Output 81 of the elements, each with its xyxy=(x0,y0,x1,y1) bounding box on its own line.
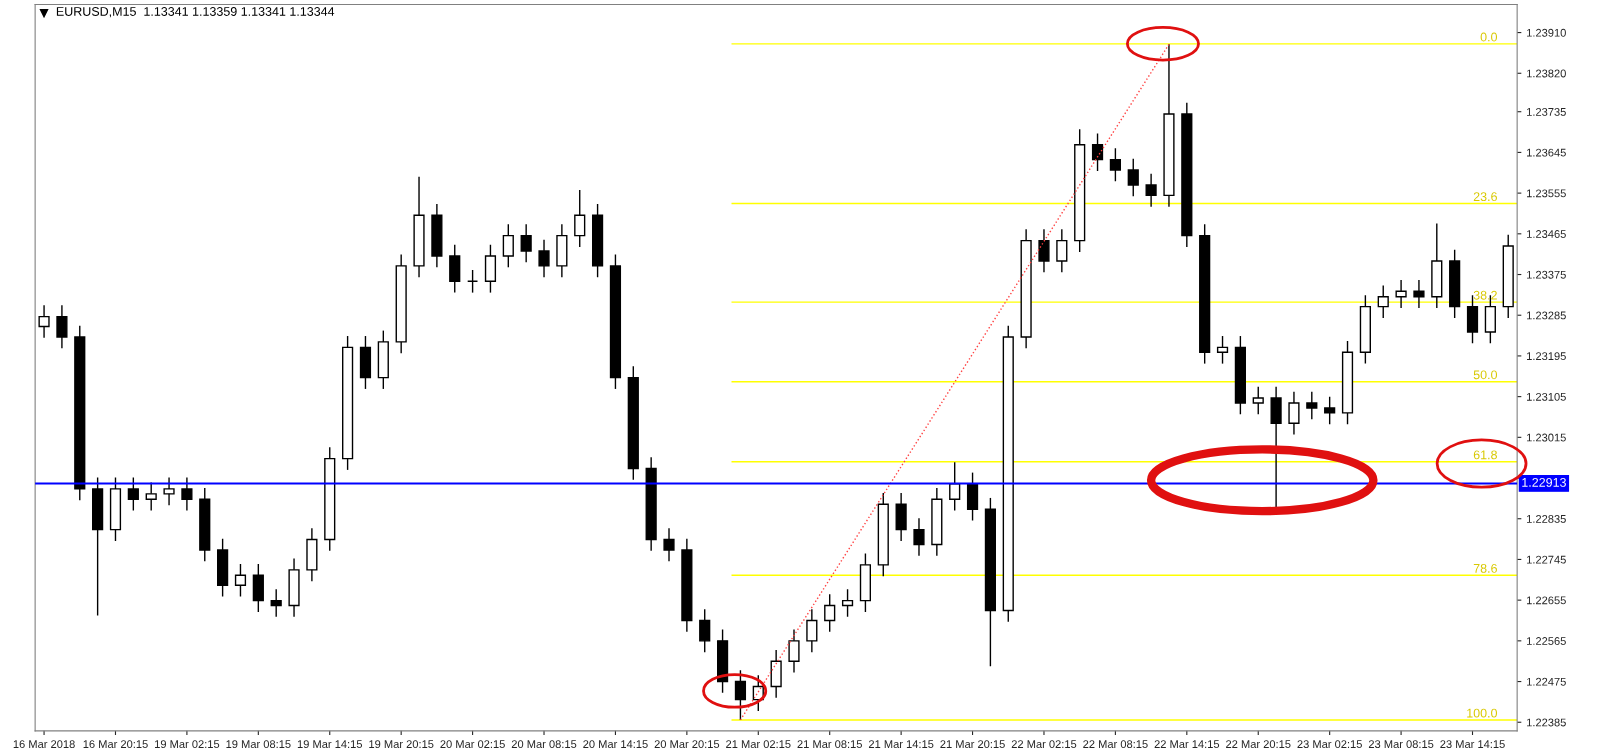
y-tick-label: 1.23910 xyxy=(1527,28,1566,37)
x-tick-label: 19 Mar 20:15 xyxy=(369,740,434,749)
candlestick xyxy=(841,588,854,618)
annotation: 50.0 xyxy=(1473,370,1498,380)
y-tick-label: 1.22745 xyxy=(1527,555,1566,564)
candlestick xyxy=(163,476,175,506)
candlestick xyxy=(1216,335,1229,365)
candlestick xyxy=(1127,158,1139,197)
y-tick-label: 1.23015 xyxy=(1527,433,1566,442)
y-tick-label: 1.23465 xyxy=(1527,230,1566,238)
candlestick xyxy=(806,608,818,653)
candlestick xyxy=(1324,395,1336,425)
x-tick-label: 19 Mar 08:15 xyxy=(226,740,291,749)
x-tick-label: 22 Mar 20:15 xyxy=(1226,740,1291,749)
y-tick-label: 1.23375 xyxy=(1527,270,1566,279)
x-tick-label: 19 Mar 02:15 xyxy=(155,740,220,749)
x-tick-label: 21 Mar 02:15 xyxy=(726,740,791,749)
candlestick xyxy=(734,669,747,721)
y-tick-label: 1.23195 xyxy=(1527,352,1566,361)
candlestick xyxy=(1413,279,1425,309)
ref-line-label: 1.22913 xyxy=(1522,477,1566,487)
x-tick-label: 16 Mar 20:15 xyxy=(83,740,148,749)
x-tick-label: 20 Mar 20:15 xyxy=(654,740,720,749)
x-tick-label: 21 Mar 20:15 xyxy=(940,740,1005,749)
y-tick-label: 1.23820 xyxy=(1527,69,1566,78)
annotation: 78.6 xyxy=(1473,563,1497,573)
y-tick-label: 1.22565 xyxy=(1527,637,1566,645)
candlestick xyxy=(466,269,479,294)
candlestick xyxy=(127,476,139,512)
x-tick-label: 22 Mar 14:15 xyxy=(1154,740,1220,749)
candlestick xyxy=(824,593,836,633)
y-tick-label: 1.23555 xyxy=(1527,189,1566,198)
candlestick xyxy=(538,239,550,278)
x-tick-label: 22 Mar 08:15 xyxy=(1083,740,1148,749)
y-tick-label: 1.22475 xyxy=(1527,677,1566,686)
annotation: 23.6 xyxy=(1473,192,1497,202)
candlestick xyxy=(56,304,68,349)
y-tick-label: 1.22835 xyxy=(1527,515,1566,523)
chart-title: EURUSD,M15 1.13341 1.13359 1.13341 1.13344 xyxy=(56,7,335,18)
candlestick xyxy=(1145,172,1157,208)
candlestick xyxy=(1395,279,1407,309)
x-tick-label: 20 Mar 08:15 xyxy=(511,740,577,749)
candlestick xyxy=(1109,147,1122,183)
candlestick xyxy=(1056,228,1068,273)
candlestick xyxy=(1091,132,1104,172)
candlestick xyxy=(699,608,711,653)
x-tick-label: 20 Mar 02:15 xyxy=(440,740,505,749)
y-tick-label: 1.23645 xyxy=(1527,148,1566,157)
annotation: 61.8 xyxy=(1473,450,1497,460)
candlestick xyxy=(788,628,800,674)
candlestick xyxy=(38,304,50,339)
candlestick xyxy=(913,517,925,557)
y-tick-label: 1.23285 xyxy=(1527,311,1566,320)
candlestick xyxy=(1252,385,1264,415)
candlestick xyxy=(520,223,532,264)
candlestick xyxy=(1377,284,1389,319)
candlestick xyxy=(234,563,247,598)
x-tick-label: 21 Mar 14:15 xyxy=(868,740,934,749)
x-tick-label: 23 Mar 14:15 xyxy=(1440,740,1505,749)
x-tick-label: 16 Mar 2018 xyxy=(13,740,75,749)
x-tick-label: 21 Mar 08:15 xyxy=(797,740,862,749)
candlestick xyxy=(1288,390,1300,436)
candlestick xyxy=(663,527,675,562)
x-tick-label: 23 Mar 08:15 xyxy=(1368,740,1434,749)
x-tick-label: 22 Mar 02:15 xyxy=(1011,740,1077,749)
y-tick-label: 1.23735 xyxy=(1527,107,1566,116)
candlestick xyxy=(181,476,193,512)
candlestick xyxy=(1306,390,1318,420)
x-tick-label: 20 Mar 14:15 xyxy=(583,740,648,749)
y-tick-label: 1.23105 xyxy=(1527,392,1566,401)
y-tick-label: 1.22655 xyxy=(1527,596,1566,605)
candlestick xyxy=(1038,228,1050,273)
candlestick xyxy=(270,588,282,618)
annotation: 100.0 xyxy=(1467,708,1498,718)
annotation: 38.2 xyxy=(1473,290,1497,300)
x-tick-label: 19 Mar 14:15 xyxy=(297,740,363,749)
annotation: 0.0 xyxy=(1480,32,1498,42)
candlestick xyxy=(502,223,514,268)
x-tick-label: 23 Mar 02:15 xyxy=(1297,740,1362,749)
y-tick-label: 1.22385 xyxy=(1527,718,1566,727)
candlestick xyxy=(574,189,586,248)
